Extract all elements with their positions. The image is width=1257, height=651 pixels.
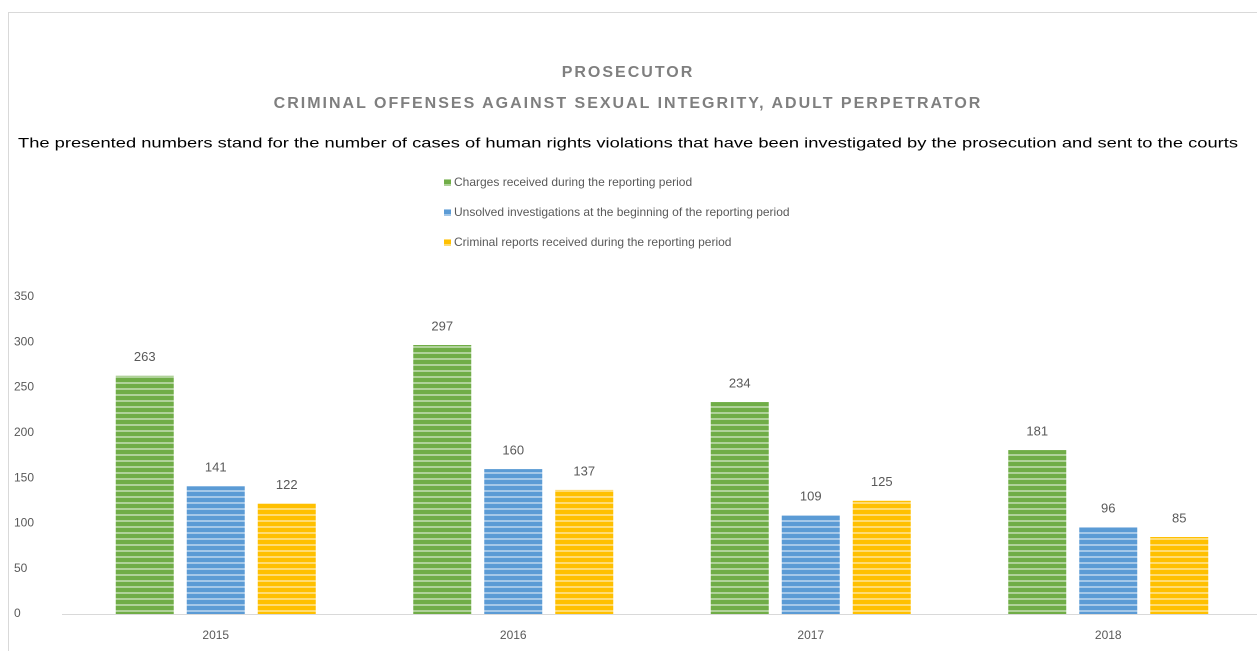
x-tick-label: 2016 xyxy=(500,628,527,642)
y-tick-label: 200 xyxy=(14,425,34,439)
data-label: 297 xyxy=(431,318,453,333)
bar xyxy=(1150,537,1209,614)
chart-description: The presented numbers stand for the numb… xyxy=(18,135,1238,151)
legend-swatch xyxy=(444,179,451,186)
y-tick-label: 150 xyxy=(14,470,34,484)
legend-swatch xyxy=(444,239,451,246)
bar xyxy=(186,486,245,614)
x-tick-label: 2015 xyxy=(202,628,229,642)
y-tick-label: 300 xyxy=(14,334,34,348)
data-label: 234 xyxy=(729,376,751,391)
bar xyxy=(710,402,769,614)
y-tick-label: 250 xyxy=(14,380,34,394)
legend-swatch xyxy=(444,209,451,216)
y-tick-label: 0 xyxy=(14,606,21,620)
data-label: 181 xyxy=(1026,424,1048,439)
y-tick-label: 100 xyxy=(14,516,34,530)
bar xyxy=(1008,450,1067,614)
x-tick-label: 2018 xyxy=(1095,628,1122,642)
bar xyxy=(115,375,174,614)
bar xyxy=(413,345,472,614)
bar xyxy=(555,489,614,614)
chart-subtitle: CRIMINAL OFFENSES AGAINST SEXUAL INTEGRI… xyxy=(274,95,983,112)
data-label: 109 xyxy=(800,489,822,504)
bar xyxy=(257,503,316,614)
y-tick-label: 350 xyxy=(14,289,34,303)
bar xyxy=(484,469,543,614)
legend-label: Charges received during the reporting pe… xyxy=(454,175,692,189)
legend-label: Criminal reports received during the rep… xyxy=(454,235,731,249)
y-tick-label: 50 xyxy=(14,561,28,575)
legend-label: Unsolved investigations at the beginning… xyxy=(454,205,790,219)
data-label: 263 xyxy=(134,349,156,364)
data-label: 125 xyxy=(871,474,893,489)
bar xyxy=(1079,527,1138,614)
chart-title: PROSECUTOR xyxy=(562,64,695,81)
data-label: 141 xyxy=(205,460,227,475)
x-tick-label: 2017 xyxy=(797,628,824,642)
data-label: 85 xyxy=(1172,510,1186,525)
data-label: 96 xyxy=(1101,500,1115,515)
data-label: 160 xyxy=(502,443,524,458)
bar xyxy=(852,500,911,614)
bar xyxy=(781,515,840,614)
data-label: 122 xyxy=(276,477,298,492)
data-label: 137 xyxy=(573,463,595,478)
